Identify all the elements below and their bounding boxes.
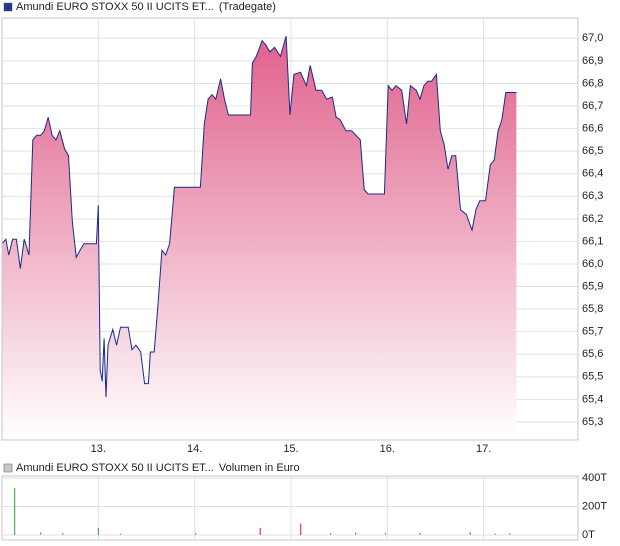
y-tick-label: 66,3 [582,190,603,202]
price-line [1,35,517,398]
y-tick-label: 67,0 [582,32,603,44]
y-tick-label: 66,0 [582,258,603,270]
y-tick-label: 65,6 [582,348,603,360]
area-fill [2,36,517,440]
volume-bar [354,532,357,535]
x-tick-label: 13. [91,443,106,455]
x-tick-label: 15. [283,443,298,455]
volume-bar [300,523,302,535]
volume-bar [97,527,100,535]
volume-bar [509,532,511,535]
volume-bar [62,532,64,535]
legend-text: Amundi EURO STOXX 50 II UCITS ET... [16,462,214,474]
y-tick-label: 66,4 [582,168,603,180]
volume-bar [419,532,421,535]
x-tick-label: 16. [380,443,395,455]
y-tick-label: 66,7 [582,100,603,112]
x-tick-label: 14. [187,443,202,455]
y-tick-label: 66,8 [582,77,603,89]
legend-extra: Volumen in Euro [219,462,300,474]
volume-bar [259,527,261,535]
legend-text: Amundi EURO STOXX 50 II UCITS ET... [16,1,214,13]
y-tick-label: 66,2 [582,213,603,225]
y-tick-label: 0T [582,529,595,541]
volume-bar [195,532,197,535]
volume-bar [494,533,496,535]
y-tick-label: 200T [582,500,607,512]
y-tick-label: 65,9 [582,280,603,292]
y-tick-label: 400T [582,472,607,484]
legend-swatch [3,463,13,473]
volume-bar [40,532,42,535]
y-tick-label: 66,5 [582,145,603,157]
volume-bar [384,532,387,535]
y-tick-label: 65,5 [582,371,603,383]
plot-frame [1,17,579,441]
y-tick-label: 65,7 [582,326,603,338]
legend-extra: (Tradegate) [219,1,276,13]
x-tick-label: 17. [476,443,491,455]
legend-swatch [3,2,13,12]
y-tick-label: 65,8 [582,303,603,315]
y-tick-label: 66,1 [582,235,603,247]
volume-bar [119,533,122,535]
y-tick-label: 66,9 [582,55,603,67]
y-tick-label: 65,3 [582,416,603,428]
volume-bar [14,487,16,535]
y-tick-label: 65,4 [582,393,603,405]
volume-bar [469,532,471,535]
y-tick-label: 66,6 [582,122,603,134]
plot-frame [1,475,579,541]
volume-bar [329,532,332,535]
